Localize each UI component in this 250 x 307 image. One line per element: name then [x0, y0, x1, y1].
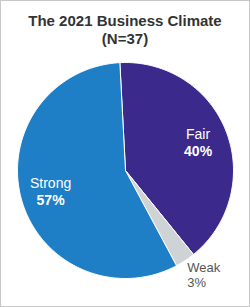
svg-text:3%: 3%	[187, 275, 206, 290]
html-text:The 2021 Business Climate: The 2021 Business Climate	[28, 12, 222, 29]
svg-text:Fair: Fair	[186, 126, 210, 142]
svg-text:57%: 57%	[37, 192, 66, 208]
html-text:(N=37): (N=37)	[101, 30, 149, 47]
svg-text:Weak: Weak	[187, 260, 220, 275]
svg-text:40%: 40%	[184, 143, 213, 159]
svg-text:Strong: Strong	[30, 175, 71, 191]
